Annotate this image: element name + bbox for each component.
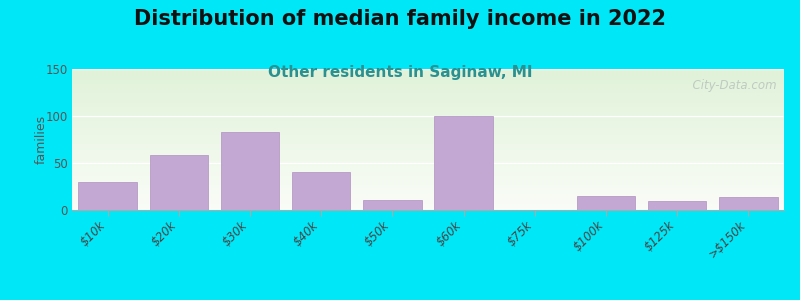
- Bar: [150, 155, 208, 210]
- Bar: [363, 200, 422, 210]
- Y-axis label: families: families: [35, 115, 48, 164]
- Bar: [221, 132, 279, 210]
- Bar: [434, 116, 493, 210]
- Text: City-Data.com: City-Data.com: [686, 79, 777, 92]
- Bar: [719, 197, 778, 210]
- Text: Other residents in Saginaw, MI: Other residents in Saginaw, MI: [268, 64, 532, 80]
- Bar: [577, 196, 635, 210]
- Bar: [78, 182, 137, 210]
- Text: Distribution of median family income in 2022: Distribution of median family income in …: [134, 9, 666, 29]
- Bar: [648, 201, 706, 210]
- Bar: [292, 172, 350, 210]
